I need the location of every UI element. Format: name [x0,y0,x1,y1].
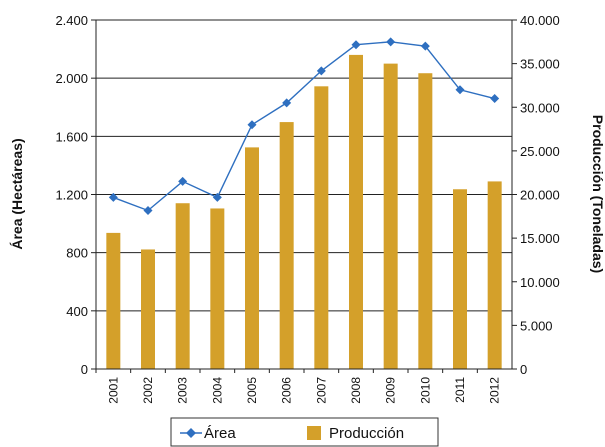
legend-item-area: Área [180,425,236,442]
x-tick-label-2009: 2009 [384,377,398,404]
x-tick-label-2007: 2007 [314,377,328,404]
bar-2005 [245,147,259,369]
x-tick-label-2004: 2004 [210,377,224,404]
right-tick-label: 25.000 [520,144,560,159]
left-tick-label: 400 [66,304,88,319]
legend-item-production: Producción [307,425,404,442]
x-tick-label-2005: 2005 [245,377,259,404]
gridlines [96,19,512,312]
area-point-2006 [282,98,292,108]
bar-2003 [175,203,190,369]
production-bars [106,54,502,370]
legend: Área Producción [170,417,439,447]
legend-box [170,417,439,447]
left-tick-label: 0 [81,362,88,377]
left-tick-label: 2.000 [55,71,88,86]
bar-2001 [106,232,121,369]
right-axis-title: Producción (Toneladas) [590,115,605,273]
x-tick-label-2002: 2002 [141,377,155,404]
area-point-2005 [247,120,257,130]
left-axis-title: Área (Hectáreas) [9,138,25,249]
x-tick-labels: 2001 2002 2003 2004 2005 2006 2007 2008 2009 2010… [95,369,502,404]
area-point-2002 [143,205,153,215]
left-tick-label: 1.200 [55,188,88,203]
area-point-2009 [386,37,396,47]
area-point-2007 [316,66,326,76]
x-tick-label-2012: 2012 [488,377,502,404]
right-tick-label: 10.000 [520,275,560,290]
area-point-2003 [178,176,188,186]
bar-2004 [210,208,225,369]
area-line [108,37,500,215]
legend-area-diamond-icon [186,428,196,438]
bar-2009 [383,63,398,369]
area-point-2011 [455,85,465,95]
bar-2008 [349,54,363,370]
right-tick-label: 15.000 [520,231,560,246]
legend-production-square-icon [307,426,321,440]
right-tick-label: 20.000 [520,188,560,203]
right-tick-label: 30.000 [520,100,560,115]
x-tick-label-2003: 2003 [176,377,190,404]
right-tick-label: 5.000 [520,318,553,333]
x-tick-label-2011: 2011 [453,377,467,403]
x-tick-label-2010: 2010 [418,377,432,404]
left-tick-label: 2.400 [55,13,88,28]
bar-2002 [141,249,155,369]
area-point-2010 [420,41,430,51]
area-point-2012 [490,94,500,104]
x-tick-label-2006: 2006 [280,377,294,404]
x-tick-label-2001: 2001 [106,377,120,404]
area-point-2001 [108,192,118,202]
area-point-2004 [212,192,222,202]
left-y-ticks: 0 400 800 1.200 1.600 2.000 2.400 [55,13,96,377]
bar-2011 [453,189,467,369]
area-series-line [113,41,495,212]
bar-2012 [487,181,502,369]
bar-2010 [418,73,433,369]
x-tick-label-2008: 2008 [349,377,363,404]
right-tick-label: 0 [520,362,527,377]
right-tick-label: 40.000 [520,13,560,28]
area-point-2008 [351,40,361,50]
right-y-ticks: 0 5.000 10.000 15.000 20.000 25.000 30.000 35.0… [512,13,560,377]
legend-area-label: Área [204,425,236,442]
bar-2006 [279,122,294,370]
bar-2007 [314,86,329,369]
right-tick-label: 35.000 [520,57,560,72]
left-tick-label: 800 [66,246,88,261]
left-tick-label: 1.600 [55,129,88,144]
legend-production-label: Producción [329,425,404,442]
